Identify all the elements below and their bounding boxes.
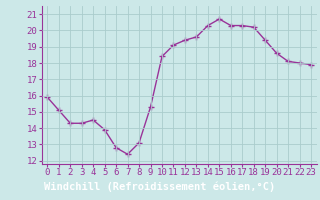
- Text: Windchill (Refroidissement éolien,°C): Windchill (Refroidissement éolien,°C): [44, 182, 276, 192]
